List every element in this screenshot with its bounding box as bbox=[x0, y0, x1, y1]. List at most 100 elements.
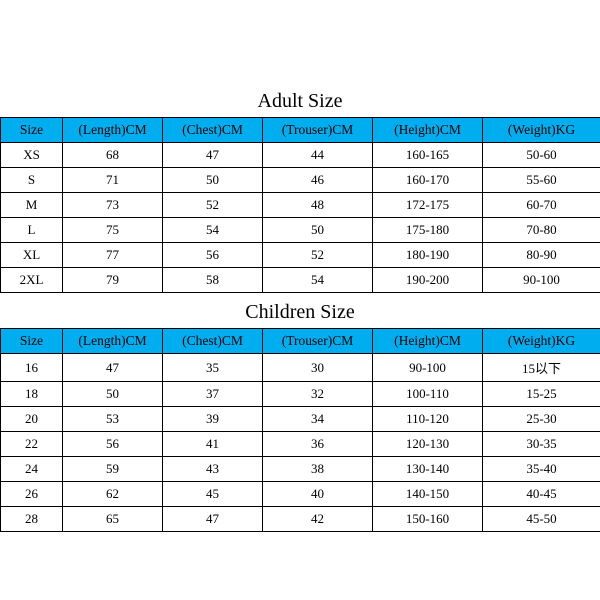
cell-height: 160-165 bbox=[373, 143, 483, 168]
table-row: 2XL795854190-20090-100 bbox=[1, 268, 600, 293]
cell-trouser: 36 bbox=[263, 432, 373, 457]
size-chart-container: Adult Size Size (Length)CM (Chest)CM (Tr… bbox=[0, 0, 600, 532]
cell-height: 140-150 bbox=[373, 482, 483, 507]
children-size-title: Children Size bbox=[0, 301, 600, 324]
cell-chest: 37 bbox=[163, 382, 263, 407]
cell-size: L bbox=[1, 218, 63, 243]
cell-chest: 52 bbox=[163, 193, 263, 218]
cell-weight: 50-60 bbox=[483, 143, 600, 168]
cell-size: 28 bbox=[1, 507, 63, 532]
table-row: L755450175-18070-80 bbox=[1, 218, 600, 243]
table-row: XS684744160-16550-60 bbox=[1, 143, 600, 168]
cell-weight: 30-35 bbox=[483, 432, 600, 457]
header-chest: (Chest)CM bbox=[163, 118, 263, 143]
cell-height: 100-110 bbox=[373, 382, 483, 407]
cell-trouser: 30 bbox=[263, 354, 373, 382]
table-row: S715046160-17055-60 bbox=[1, 168, 600, 193]
cell-height: 120-130 bbox=[373, 432, 483, 457]
table-row: 22564136120-13030-35 bbox=[1, 432, 600, 457]
cell-length: 71 bbox=[63, 168, 163, 193]
cell-size: 24 bbox=[1, 457, 63, 482]
cell-weight: 55-60 bbox=[483, 168, 600, 193]
children-size-table: Size (Length)CM (Chest)CM (Trouser)CM (H… bbox=[0, 328, 600, 532]
table-row: M735248172-17560-70 bbox=[1, 193, 600, 218]
cell-size: XS bbox=[1, 143, 63, 168]
cell-weight: 40-45 bbox=[483, 482, 600, 507]
cell-height: 90-100 bbox=[373, 354, 483, 382]
cell-chest: 43 bbox=[163, 457, 263, 482]
cell-length: 59 bbox=[63, 457, 163, 482]
header-height: (Height)CM bbox=[373, 329, 483, 354]
cell-size: S bbox=[1, 168, 63, 193]
cell-length: 79 bbox=[63, 268, 163, 293]
cell-chest: 58 bbox=[163, 268, 263, 293]
cell-trouser: 54 bbox=[263, 268, 373, 293]
header-trouser: (Trouser)CM bbox=[263, 118, 373, 143]
cell-trouser: 40 bbox=[263, 482, 373, 507]
cell-weight: 70-80 bbox=[483, 218, 600, 243]
cell-trouser: 42 bbox=[263, 507, 373, 532]
cell-length: 53 bbox=[63, 407, 163, 432]
cell-chest: 47 bbox=[163, 143, 263, 168]
cell-weight: 90-100 bbox=[483, 268, 600, 293]
cell-trouser: 48 bbox=[263, 193, 373, 218]
cell-chest: 45 bbox=[163, 482, 263, 507]
cell-chest: 50 bbox=[163, 168, 263, 193]
cell-size: 18 bbox=[1, 382, 63, 407]
header-size: Size bbox=[1, 329, 63, 354]
cell-size: 22 bbox=[1, 432, 63, 457]
cell-length: 68 bbox=[63, 143, 163, 168]
cell-height: 180-190 bbox=[373, 243, 483, 268]
cell-height: 190-200 bbox=[373, 268, 483, 293]
table-spacer bbox=[0, 293, 600, 301]
table-row: 24594338130-14035-40 bbox=[1, 457, 600, 482]
cell-size: M bbox=[1, 193, 63, 218]
cell-length: 56 bbox=[63, 432, 163, 457]
cell-weight: 25-30 bbox=[483, 407, 600, 432]
table-header-row: Size (Length)CM (Chest)CM (Trouser)CM (H… bbox=[1, 329, 600, 354]
table-row: XL775652180-19080-90 bbox=[1, 243, 600, 268]
header-height: (Height)CM bbox=[373, 118, 483, 143]
cell-length: 73 bbox=[63, 193, 163, 218]
cell-weight: 80-90 bbox=[483, 243, 600, 268]
cell-weight: 35-40 bbox=[483, 457, 600, 482]
cell-length: 62 bbox=[63, 482, 163, 507]
cell-chest: 39 bbox=[163, 407, 263, 432]
table-row: 26624540140-15040-45 bbox=[1, 482, 600, 507]
cell-length: 75 bbox=[63, 218, 163, 243]
cell-chest: 54 bbox=[163, 218, 263, 243]
header-length: (Length)CM bbox=[63, 329, 163, 354]
table-row: 28654742150-16045-50 bbox=[1, 507, 600, 532]
table-row: 1647353090-10015以下 bbox=[1, 354, 600, 382]
cell-chest: 47 bbox=[163, 507, 263, 532]
cell-height: 172-175 bbox=[373, 193, 483, 218]
header-weight: (Weight)KG bbox=[483, 118, 600, 143]
cell-trouser: 38 bbox=[263, 457, 373, 482]
cell-chest: 35 bbox=[163, 354, 263, 382]
cell-chest: 56 bbox=[163, 243, 263, 268]
cell-weight: 15-25 bbox=[483, 382, 600, 407]
cell-size: XL bbox=[1, 243, 63, 268]
cell-height: 175-180 bbox=[373, 218, 483, 243]
table-row: 20533934110-12025-30 bbox=[1, 407, 600, 432]
adult-size-title: Adult Size bbox=[0, 90, 600, 113]
cell-height: 130-140 bbox=[373, 457, 483, 482]
cell-weight: 60-70 bbox=[483, 193, 600, 218]
cell-trouser: 44 bbox=[263, 143, 373, 168]
cell-length: 65 bbox=[63, 507, 163, 532]
cell-height: 150-160 bbox=[373, 507, 483, 532]
table-row: 18503732100-11015-25 bbox=[1, 382, 600, 407]
cell-trouser: 52 bbox=[263, 243, 373, 268]
header-size: Size bbox=[1, 118, 63, 143]
cell-height: 110-120 bbox=[373, 407, 483, 432]
cell-length: 47 bbox=[63, 354, 163, 382]
cell-size: 16 bbox=[1, 354, 63, 382]
cell-trouser: 46 bbox=[263, 168, 373, 193]
cell-weight: 45-50 bbox=[483, 507, 600, 532]
cell-height: 160-170 bbox=[373, 168, 483, 193]
header-weight: (Weight)KG bbox=[483, 329, 600, 354]
cell-weight: 15以下 bbox=[483, 354, 600, 382]
header-chest: (Chest)CM bbox=[163, 329, 263, 354]
cell-chest: 41 bbox=[163, 432, 263, 457]
cell-trouser: 50 bbox=[263, 218, 373, 243]
